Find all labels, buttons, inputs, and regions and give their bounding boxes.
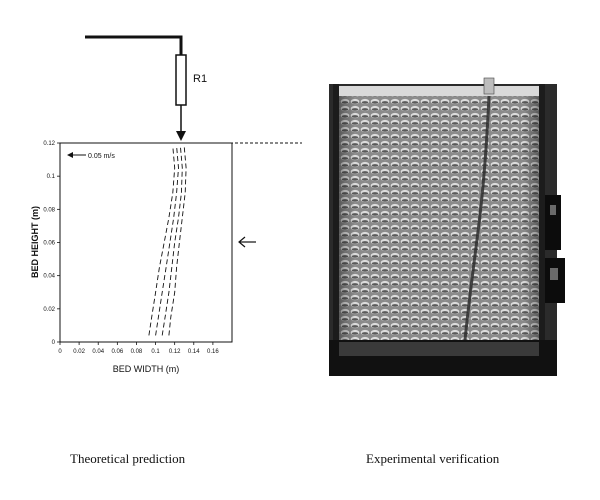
x-tick-label: 0.14 (188, 349, 200, 355)
experiment-photo (329, 77, 565, 376)
electrode-upper-window (550, 205, 556, 215)
x-tick-label: 0.08 (131, 349, 143, 355)
bubble-paths (148, 146, 187, 336)
x-tick-label: 0.06 (111, 349, 123, 355)
x-tick-label: 0.16 (207, 349, 219, 355)
x-axis-label: BED WIDTH (m) (113, 364, 180, 374)
y-tick-label: 0.04 (43, 274, 55, 280)
velocity-label: 0.05 m/s (88, 153, 115, 160)
bubble-path-1 (148, 146, 176, 336)
electrode-upper (545, 195, 561, 250)
bubble-path-2 (155, 146, 179, 336)
bubble-path-trace (463, 95, 491, 341)
bed-shading (339, 96, 539, 340)
y-tick-label: 0 (52, 340, 56, 346)
left-arrow-icon (67, 152, 73, 158)
bed-chart: 0 0.02 0.04 0.06 0.08 0.1 0.12 0.14 0.16 0 0.02 0.0… (30, 141, 302, 374)
inlet-tube (483, 77, 495, 95)
caption-experimental: Experimental verification (366, 451, 500, 466)
resistor-r1 (175, 54, 187, 106)
distributor-band (339, 342, 539, 356)
y-axis-label: BED HEIGHT (m) (30, 206, 40, 278)
freeboard-gap (339, 86, 539, 96)
electrode-lower-window (550, 268, 558, 280)
electrode-lower (545, 258, 565, 303)
y-tick-label: 0.02 (43, 307, 55, 313)
y-tick-label: 0.1 (47, 174, 56, 180)
resistor-label: R1 (193, 73, 207, 85)
bubble-path-4 (168, 146, 187, 336)
y-tick-label: 0.06 (43, 241, 55, 247)
x-tick-label: 0 (58, 349, 62, 355)
caption-theoretical: Theoretical prediction (70, 451, 186, 466)
x-tick-label: 0.04 (92, 349, 104, 355)
right-wall (539, 84, 545, 340)
y-tick-label: 0.12 (43, 141, 55, 147)
x-tick-label: 0.02 (73, 349, 85, 355)
circuit: R1 (85, 35, 207, 141)
bubble-path-3 (161, 146, 183, 336)
x-tick-label: 0.12 (169, 349, 181, 355)
left-wall (333, 84, 339, 340)
y-tick-label: 0.08 (43, 207, 55, 213)
plot-frame (59, 142, 233, 343)
x-tick-label: 0.1 (151, 349, 160, 355)
down-arrow-icon (176, 131, 186, 141)
axis-ticks: 0 0.02 0.04 0.06 0.08 0.1 0.12 0.14 0.16 0 0.02 0.0… (43, 141, 219, 355)
left-arrow-head-icon (238, 236, 246, 248)
circuit-wire (85, 35, 183, 55)
